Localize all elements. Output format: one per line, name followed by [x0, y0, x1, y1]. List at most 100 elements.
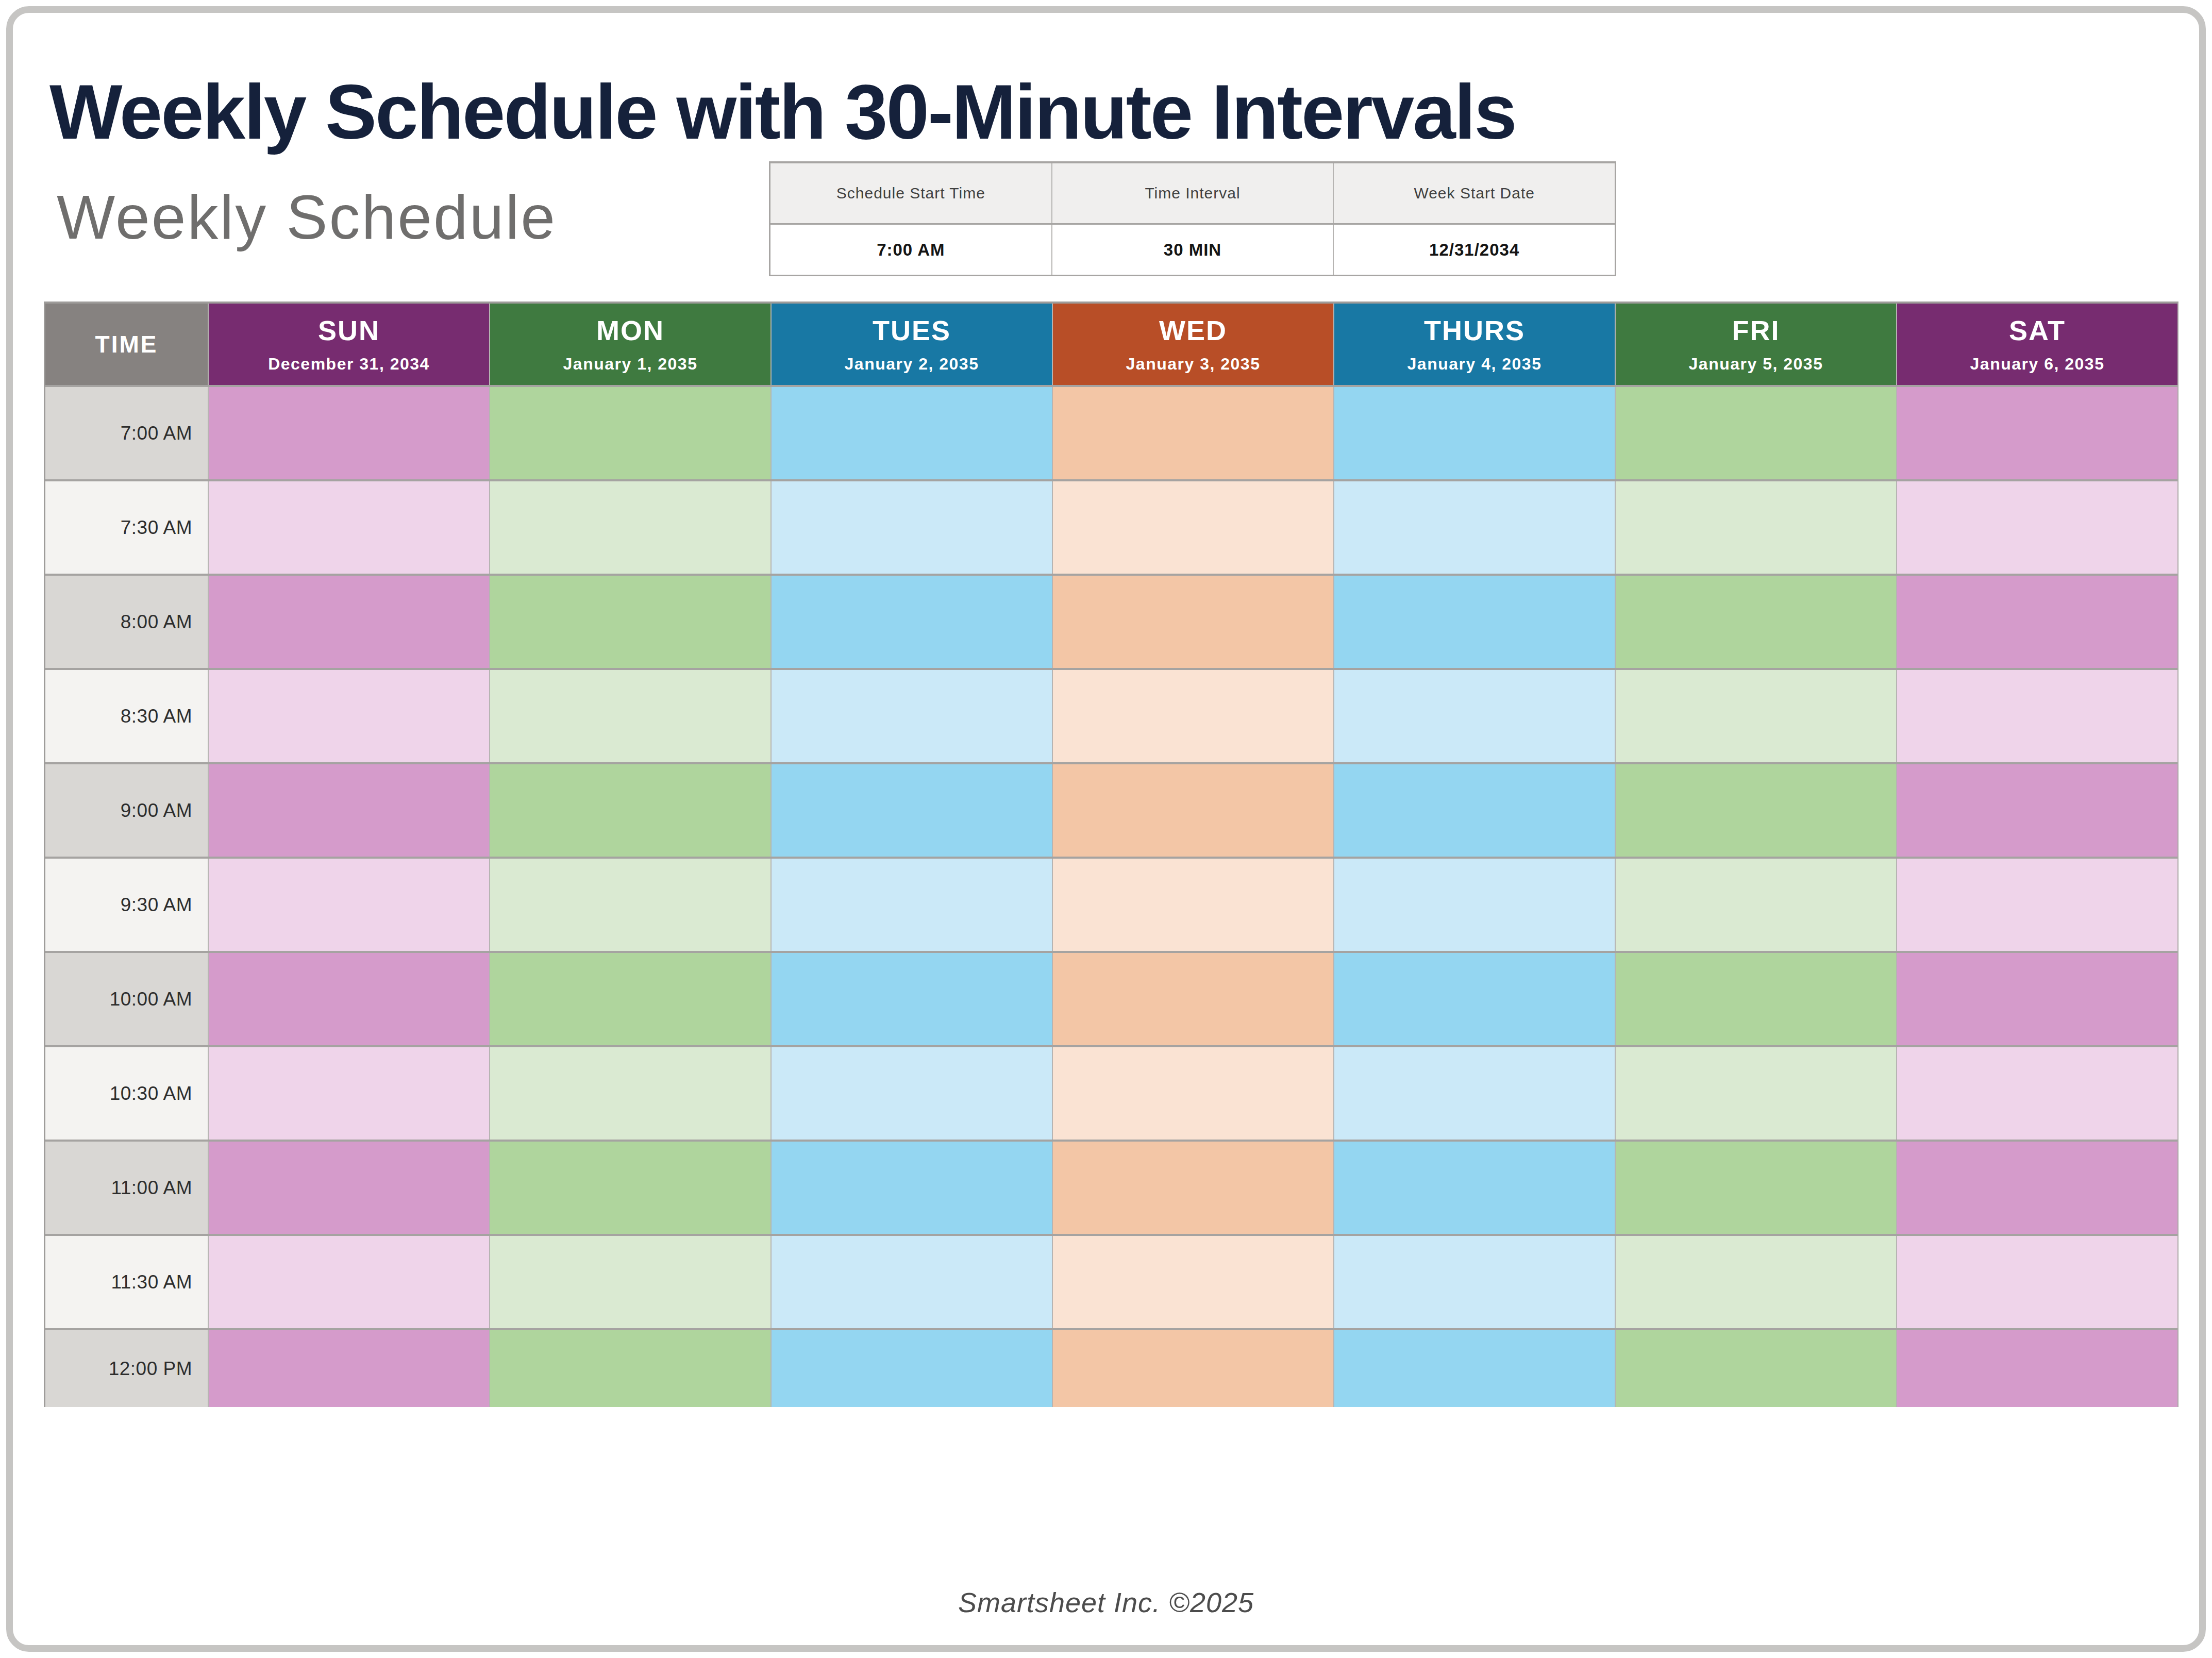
schedule-header-row: TIME SUNDecember 31, 2034MONJanuary 1, 2…: [45, 304, 2177, 385]
settings-value-0[interactable]: 7:00 AM: [770, 225, 1051, 275]
schedule-cell-mon-10[interactable]: [489, 1330, 770, 1407]
settings-value-2[interactable]: 12/31/2034: [1333, 225, 1615, 275]
schedule-cell-wed-2[interactable]: [1052, 576, 1333, 668]
schedule-cell-tues-0[interactable]: [770, 387, 1052, 479]
schedule-cell-wed-0[interactable]: [1052, 387, 1333, 479]
day-header-tues: TUESJanuary 2, 2035: [770, 304, 1052, 385]
schedule-cell-thurs-1[interactable]: [1333, 481, 1615, 574]
schedule-cell-thurs-3[interactable]: [1333, 670, 1615, 762]
schedule-cell-mon-7[interactable]: [489, 1047, 770, 1140]
schedule-cell-mon-8[interactable]: [489, 1142, 770, 1234]
schedule-cell-mon-3[interactable]: [489, 670, 770, 762]
schedule-cell-fri-5[interactable]: [1615, 859, 1896, 951]
schedule-cell-tues-9[interactable]: [770, 1236, 1052, 1328]
schedule-cell-wed-1[interactable]: [1052, 481, 1333, 574]
schedule-cell-tues-4[interactable]: [770, 764, 1052, 857]
schedule-cell-tues-7[interactable]: [770, 1047, 1052, 1140]
schedule-cell-sun-2[interactable]: [208, 576, 489, 668]
day-date-label: January 2, 2035: [845, 356, 979, 372]
schedule-cell-thurs-9[interactable]: [1333, 1236, 1615, 1328]
schedule-cell-sun-1[interactable]: [208, 481, 489, 574]
schedule-cell-sat-9[interactable]: [1896, 1236, 2177, 1328]
schedule-cell-thurs-7[interactable]: [1333, 1047, 1615, 1140]
schedule-cell-sat-4[interactable]: [1896, 764, 2177, 857]
schedule-cell-thurs-10[interactable]: [1333, 1330, 1615, 1407]
schedule-cell-sun-0[interactable]: [208, 387, 489, 479]
schedule-cell-sat-6[interactable]: [1896, 953, 2177, 1045]
schedule-cell-sun-7[interactable]: [208, 1047, 489, 1140]
schedule-cell-sun-10[interactable]: [208, 1330, 489, 1407]
schedule-cell-mon-4[interactable]: [489, 764, 770, 857]
schedule-cell-tues-10[interactable]: [770, 1330, 1052, 1407]
schedule-cell-sat-7[interactable]: [1896, 1047, 2177, 1140]
day-header-sun: SUNDecember 31, 2034: [208, 304, 489, 385]
settings-value-1[interactable]: 30 MIN: [1051, 225, 1333, 275]
schedule-cell-wed-9[interactable]: [1052, 1236, 1333, 1328]
schedule-cell-wed-7[interactable]: [1052, 1047, 1333, 1140]
schedule-row-10: 12:00 PM: [45, 1328, 2177, 1407]
schedule-cell-thurs-8[interactable]: [1333, 1142, 1615, 1234]
schedule-cell-sat-10[interactable]: [1896, 1330, 2177, 1407]
schedule-cell-tues-1[interactable]: [770, 481, 1052, 574]
schedule-cell-thurs-2[interactable]: [1333, 576, 1615, 668]
schedule-cell-mon-2[interactable]: [489, 576, 770, 668]
time-cell-9: 11:30 AM: [45, 1236, 208, 1328]
schedule-cell-wed-10[interactable]: [1052, 1330, 1333, 1407]
schedule-cell-mon-5[interactable]: [489, 859, 770, 951]
schedule-cell-wed-4[interactable]: [1052, 764, 1333, 857]
schedule-cell-sat-5[interactable]: [1896, 859, 2177, 951]
schedule-cell-fri-0[interactable]: [1615, 387, 1896, 479]
schedule-cell-wed-3[interactable]: [1052, 670, 1333, 762]
settings-label-2: Week Start Date: [1333, 163, 1615, 223]
schedule-cell-fri-8[interactable]: [1615, 1142, 1896, 1234]
schedule-row-2: 8:00 AM: [45, 574, 2177, 668]
day-name-label: MON: [596, 316, 664, 344]
schedule-cell-sat-0[interactable]: [1896, 387, 2177, 479]
schedule-cell-tues-6[interactable]: [770, 953, 1052, 1045]
settings-values-row: 7:00 AM30 MIN12/31/2034: [770, 223, 1615, 275]
page-title: Weekly Schedule with 30-Minute Intervals: [49, 68, 1516, 157]
schedule-cell-thurs-6[interactable]: [1333, 953, 1615, 1045]
schedule-cell-fri-7[interactable]: [1615, 1047, 1896, 1140]
schedule-cell-mon-6[interactable]: [489, 953, 770, 1045]
schedule-row-4: 9:00 AM: [45, 762, 2177, 857]
schedule-cell-fri-9[interactable]: [1615, 1236, 1896, 1328]
schedule-cell-tues-3[interactable]: [770, 670, 1052, 762]
schedule-cell-sat-2[interactable]: [1896, 576, 2177, 668]
schedule-cell-tues-8[interactable]: [770, 1142, 1052, 1234]
schedule-cell-fri-4[interactable]: [1615, 764, 1896, 857]
schedule-row-1: 7:30 AM: [45, 479, 2177, 574]
schedule-cell-fri-10[interactable]: [1615, 1330, 1896, 1407]
schedule-cell-thurs-5[interactable]: [1333, 859, 1615, 951]
schedule-cell-wed-8[interactable]: [1052, 1142, 1333, 1234]
schedule-cell-tues-2[interactable]: [770, 576, 1052, 668]
schedule-cell-sun-4[interactable]: [208, 764, 489, 857]
schedule-cell-fri-3[interactable]: [1615, 670, 1896, 762]
schedule-cell-wed-5[interactable]: [1052, 859, 1333, 951]
schedule-cell-sat-8[interactable]: [1896, 1142, 2177, 1234]
time-cell-2: 8:00 AM: [45, 576, 208, 668]
schedule-cell-sun-5[interactable]: [208, 859, 489, 951]
schedule-cell-tues-5[interactable]: [770, 859, 1052, 951]
schedule-cell-thurs-4[interactable]: [1333, 764, 1615, 857]
schedule-cell-fri-2[interactable]: [1615, 576, 1896, 668]
schedule-cell-mon-1[interactable]: [489, 481, 770, 574]
schedule-cell-sat-1[interactable]: [1896, 481, 2177, 574]
schedule-cell-fri-6[interactable]: [1615, 953, 1896, 1045]
day-header-mon: MONJanuary 1, 2035: [489, 304, 770, 385]
schedule-row-3: 8:30 AM: [45, 668, 2177, 762]
schedule-cell-fri-1[interactable]: [1615, 481, 1896, 574]
day-header-wed: WEDJanuary 3, 2035: [1052, 304, 1333, 385]
schedule-cell-sun-8[interactable]: [208, 1142, 489, 1234]
schedule-cell-mon-9[interactable]: [489, 1236, 770, 1328]
schedule-cell-wed-6[interactable]: [1052, 953, 1333, 1045]
schedule-cell-sun-9[interactable]: [208, 1236, 489, 1328]
schedule-cell-sun-3[interactable]: [208, 670, 489, 762]
schedule-body: 7:00 AM7:30 AM8:00 AM8:30 AM9:00 AM9:30 …: [45, 385, 2177, 1407]
schedule-cell-thurs-0[interactable]: [1333, 387, 1615, 479]
schedule-cell-sat-3[interactable]: [1896, 670, 2177, 762]
time-column-header: TIME: [45, 304, 208, 385]
schedule-cell-sun-6[interactable]: [208, 953, 489, 1045]
schedule-cell-mon-0[interactable]: [489, 387, 770, 479]
schedule-row-5: 9:30 AM: [45, 857, 2177, 951]
